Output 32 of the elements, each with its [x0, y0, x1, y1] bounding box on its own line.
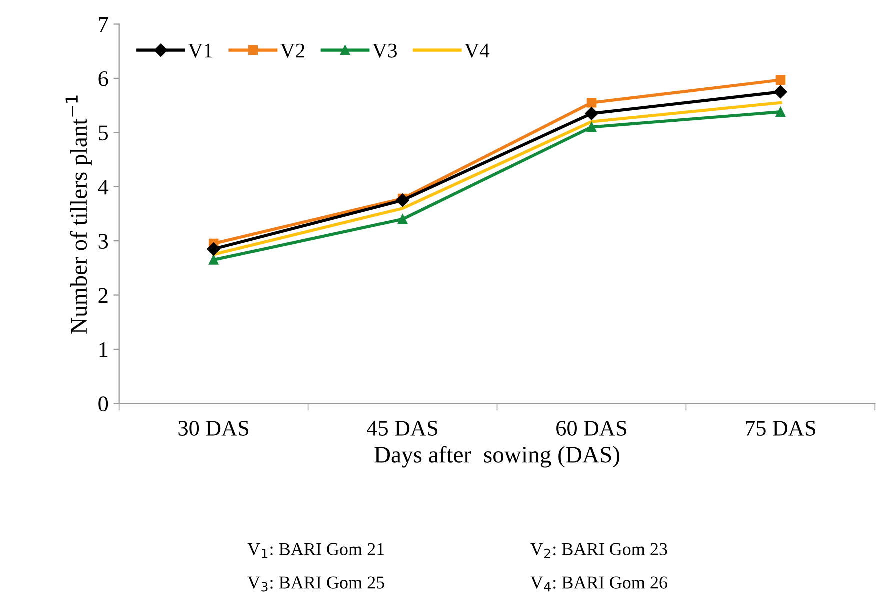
y-tick-label: 6	[98, 71, 108, 86]
y-tick-label: 4	[98, 180, 109, 195]
text: V$_{4}$: BARI Gom 26	[530, 576, 668, 592]
y-axis-title: Number of tillers plant$^{−1}$	[66, 96, 92, 334]
legend-label: V4	[464, 44, 490, 58]
point	[398, 214, 408, 224]
x-axis-title: Days after sowing (DAS)	[374, 446, 620, 468]
point	[774, 85, 788, 99]
x-tick-label: 75 DAS	[746, 421, 816, 436]
point	[396, 194, 410, 208]
y-tick-label: 5	[99, 126, 108, 141]
y-tick-label: 2	[98, 288, 108, 303]
y-tick-label: 3	[98, 234, 108, 249]
point	[586, 122, 597, 132]
text: V$_{2}$: BARI Gom 23	[530, 543, 668, 558]
text: V$_{3}$: BARI Gom 25	[248, 576, 384, 592]
x-tick-label: 45 DAS	[367, 421, 438, 436]
point	[586, 98, 597, 108]
y-tick-label: 1	[100, 342, 108, 358]
x-tick-label: 30 DAS	[178, 420, 249, 436]
point	[208, 255, 219, 265]
point	[207, 242, 220, 256]
legend-label: V2	[280, 44, 305, 58]
text: V$_{1}$: BARI Gom 21	[248, 543, 384, 558]
point	[776, 75, 786, 85]
point	[776, 107, 786, 117]
legend-label: V3	[372, 44, 397, 58]
legend-label: V1	[188, 44, 212, 58]
x-tick-label: 60 DAS	[556, 420, 626, 436]
point	[585, 107, 598, 120]
y-tick-label: 7	[99, 17, 108, 32]
y-tick-label: 0	[98, 396, 108, 412]
